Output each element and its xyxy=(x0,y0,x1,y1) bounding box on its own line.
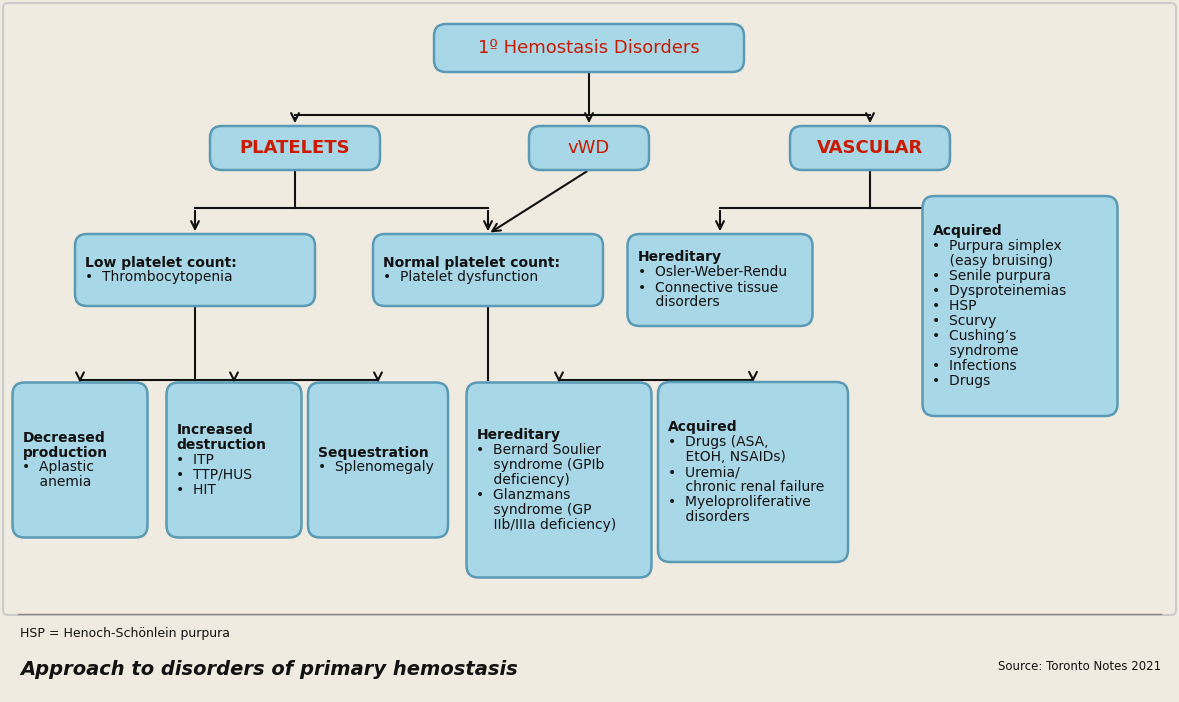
FancyBboxPatch shape xyxy=(467,383,652,578)
Text: disorders: disorders xyxy=(638,296,719,310)
Text: •  Scurvy: • Scurvy xyxy=(933,314,997,328)
Text: Sequestration: Sequestration xyxy=(318,446,429,460)
Text: EtOH, NSAIDs): EtOH, NSAIDs) xyxy=(668,450,786,464)
Text: syndrome (GPIb: syndrome (GPIb xyxy=(476,458,605,472)
Text: HSP = Henoch-Schönlein purpura: HSP = Henoch-Schönlein purpura xyxy=(20,627,230,640)
Text: •  HSP: • HSP xyxy=(933,299,977,313)
Text: •  Drugs: • Drugs xyxy=(933,374,990,388)
Text: •  ITP: • ITP xyxy=(177,453,215,467)
Text: (easy bruising): (easy bruising) xyxy=(933,254,1054,268)
Text: vWD: vWD xyxy=(568,139,610,157)
FancyBboxPatch shape xyxy=(658,382,848,562)
Text: •  Myeloproliferative: • Myeloproliferative xyxy=(668,495,811,509)
Text: •  Connective tissue: • Connective tissue xyxy=(638,281,778,295)
Text: •  Uremia/: • Uremia/ xyxy=(668,465,739,479)
Text: Acquired: Acquired xyxy=(668,420,738,434)
Text: disorders: disorders xyxy=(668,510,750,524)
FancyBboxPatch shape xyxy=(75,234,315,306)
Text: Increased: Increased xyxy=(177,423,253,437)
FancyBboxPatch shape xyxy=(13,383,147,538)
Text: •  Platelet dysfunction: • Platelet dysfunction xyxy=(383,270,538,284)
Text: VASCULAR: VASCULAR xyxy=(817,139,923,157)
Text: •  Drugs (ASA,: • Drugs (ASA, xyxy=(668,435,769,449)
FancyBboxPatch shape xyxy=(922,196,1118,416)
FancyBboxPatch shape xyxy=(529,126,648,170)
Text: Decreased: Decreased xyxy=(22,430,105,444)
Text: syndrome: syndrome xyxy=(933,344,1019,358)
Text: syndrome (GP: syndrome (GP xyxy=(476,503,592,517)
Text: •  Bernard Soulier: • Bernard Soulier xyxy=(476,443,601,457)
Text: •  Osler-Weber-Rendu: • Osler-Weber-Rendu xyxy=(638,265,786,279)
Text: Hereditary: Hereditary xyxy=(476,428,560,442)
Text: Acquired: Acquired xyxy=(933,224,1002,238)
Text: •  Purpura simplex: • Purpura simplex xyxy=(933,239,1062,253)
Text: Hereditary: Hereditary xyxy=(638,251,722,265)
Text: 1º Hemostasis Disorders: 1º Hemostasis Disorders xyxy=(479,39,700,57)
FancyBboxPatch shape xyxy=(627,234,812,326)
FancyBboxPatch shape xyxy=(166,383,302,538)
Text: •  HIT: • HIT xyxy=(177,483,217,497)
Text: •  Infections: • Infections xyxy=(933,359,1017,373)
Text: •  Senile purpura: • Senile purpura xyxy=(933,269,1052,283)
FancyBboxPatch shape xyxy=(790,126,950,170)
Text: Approach to disorders of primary hemostasis: Approach to disorders of primary hemosta… xyxy=(20,660,518,679)
Text: •  Cushing’s: • Cushing’s xyxy=(933,329,1016,343)
FancyBboxPatch shape xyxy=(308,383,448,538)
Text: •  TTP/HUS: • TTP/HUS xyxy=(177,468,252,482)
Text: •  Thrombocytopenia: • Thrombocytopenia xyxy=(85,270,232,284)
Text: IIb/IIIa deficiency): IIb/IIIa deficiency) xyxy=(476,518,617,532)
Text: chronic renal failure: chronic renal failure xyxy=(668,480,824,494)
Text: destruction: destruction xyxy=(177,438,266,452)
Text: Source: Toronto Notes 2021: Source: Toronto Notes 2021 xyxy=(997,660,1161,673)
FancyBboxPatch shape xyxy=(373,234,602,306)
Text: production: production xyxy=(22,446,107,460)
FancyBboxPatch shape xyxy=(434,24,744,72)
Text: anemia: anemia xyxy=(22,475,92,489)
FancyBboxPatch shape xyxy=(210,126,380,170)
Text: deficiency): deficiency) xyxy=(476,473,571,487)
Text: •  Splenomegaly: • Splenomegaly xyxy=(318,461,434,475)
Text: •  Glanzmans: • Glanzmans xyxy=(476,488,571,502)
Text: PLATELETS: PLATELETS xyxy=(239,139,350,157)
Text: Low platelet count:: Low platelet count: xyxy=(85,256,237,270)
Text: •  Dysproteinemias: • Dysproteinemias xyxy=(933,284,1067,298)
Text: Normal platelet count:: Normal platelet count: xyxy=(383,256,560,270)
Text: •  Aplastic: • Aplastic xyxy=(22,461,94,475)
